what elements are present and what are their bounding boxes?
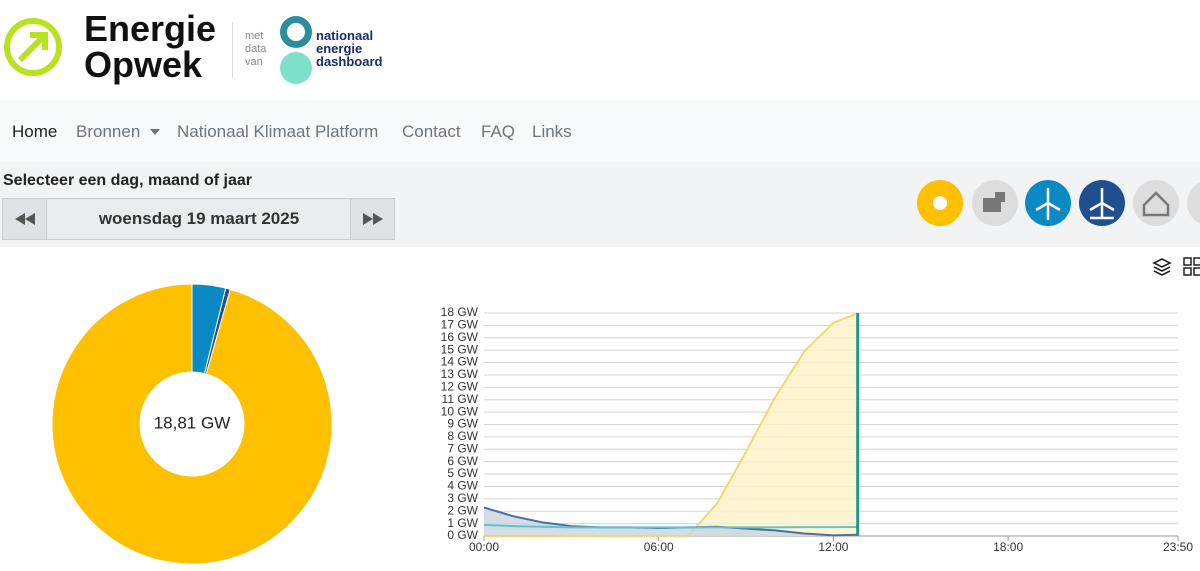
x-tick-label: 06:00 <box>644 540 674 554</box>
nav-link[interactable]: Links <box>532 122 572 141</box>
nav-link[interactable]: Contact <box>402 122 461 141</box>
center-label: 18,81 GW <box>154 413 231 432</box>
data-from: van <box>245 56 263 68</box>
navbar: Home Bronnen Nationaal Klimaat Platform … <box>0 100 1200 162</box>
y-tick-label: 15 GW <box>441 342 479 356</box>
series-area <box>484 313 858 536</box>
logo-text: Opwek <box>84 44 203 85</box>
y-tick-label: 18 GW <box>441 305 479 319</box>
y-tick-label: 10 GW <box>441 404 479 418</box>
next-button[interactable] <box>350 198 395 240</box>
view-toggles <box>1152 257 1200 276</box>
source-icons <box>917 180 1200 226</box>
y-tick-label: 8 GW <box>447 429 478 443</box>
partner-name: energie <box>316 41 363 56</box>
data-from: met <box>245 30 264 42</box>
y-tick-label: 4 GW <box>447 479 478 493</box>
y-tick-label: 17 GW <box>441 318 479 332</box>
layers-icon[interactable] <box>1152 258 1172 276</box>
nav-link[interactable]: Home <box>12 122 58 141</box>
y-tick-label: 5 GW <box>447 466 478 480</box>
data-from: data <box>245 43 267 55</box>
partner-name: dashboard <box>316 54 383 69</box>
grid-icon[interactable] <box>1183 257 1200 276</box>
selector-prompt: Selecteer een dag, maand of jaar <box>3 172 252 189</box>
y-tick-label: 11 GW <box>442 392 479 406</box>
nav-link[interactable]: FAQ <box>481 122 516 141</box>
nav-link[interactable]: Nationaal Klimaat Platform <box>177 122 379 141</box>
x-tick-label: 23:50 <box>1163 540 1193 554</box>
x-tick-label: 18:00 <box>993 540 1023 554</box>
caret <box>150 129 160 135</box>
series-line <box>483 523 858 529</box>
date-selector-bar: Selecteer een dag, maand of jaar woensda… <box>0 162 1200 247</box>
y-tick-label: 7 GW <box>447 441 478 455</box>
donut-segment <box>51 283 333 565</box>
y-tick-label: 1 GW <box>447 516 478 530</box>
y-tick-label: 9 GW <box>447 417 478 431</box>
y-tick-label: 2 GW <box>447 503 478 517</box>
x-tick-label: 00:00 <box>469 540 499 554</box>
logo-icon <box>4 18 62 76</box>
partner-name: nationaal <box>316 28 374 43</box>
y-tick-label: 3 GW <box>447 491 478 505</box>
y-tick-label: 14 GW <box>441 355 479 369</box>
divider <box>232 22 233 78</box>
logo-text: Energie <box>84 8 217 49</box>
other-icon[interactable] <box>1187 180 1200 226</box>
y-tick-label: 6 GW <box>447 454 478 468</box>
y-tick-label: 12 GW <box>441 380 479 394</box>
y-tick-label: 13 GW <box>441 367 479 381</box>
series-area <box>484 507 858 536</box>
y-tick-label: 0 GW <box>447 528 478 542</box>
date-display[interactable]: woensdag 19 maart 2025 <box>46 198 352 240</box>
x-tick-label: 12:00 <box>818 540 848 554</box>
partner-logo <box>280 16 312 84</box>
y-tick-label: 16 GW <box>441 330 479 344</box>
nav-link[interactable]: Bronnen <box>76 122 141 141</box>
